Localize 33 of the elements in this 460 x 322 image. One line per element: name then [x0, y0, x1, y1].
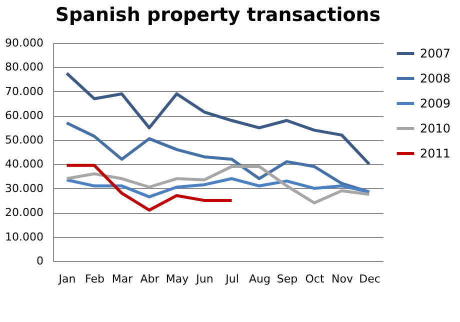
x-tick-label: Jul — [224, 272, 239, 286]
x-tick-label: Aug — [249, 272, 270, 286]
y-tick-label: 80.000 — [5, 60, 44, 74]
chart-title: Spanish property transactions — [55, 4, 381, 26]
line-series — [65, 177, 371, 198]
legend-label: 2009 — [420, 96, 451, 110]
legend-label: 2010 — [420, 122, 451, 136]
y-tick-label: 60.000 — [5, 109, 44, 122]
legend-label: 2007 — [420, 46, 451, 60]
line-series — [65, 165, 371, 204]
y-tick-label: 40.000 — [5, 158, 44, 171]
line-series — [65, 164, 234, 212]
y-tick-label: 90.000 — [5, 36, 44, 50]
x-tick-label: Jun — [195, 272, 214, 286]
legend-label: 2011 — [420, 146, 451, 160]
x-tick-label: Mar — [112, 272, 134, 286]
x-tick-label: Dec — [359, 272, 380, 286]
x-tick-label: May — [166, 272, 190, 286]
x-tick-label: Feb — [85, 272, 104, 286]
y-tick-label: 30.000 — [5, 182, 44, 195]
line-series — [65, 72, 371, 166]
y-tick-label: 0 — [36, 254, 44, 268]
y-tick-label: 50.000 — [5, 133, 44, 146]
y-tick-label: 20.000 — [5, 206, 44, 220]
x-tick-label: Nov — [332, 272, 354, 286]
x-tick-label: Oct — [305, 272, 325, 286]
line-series — [65, 121, 371, 194]
x-tick-label: Sep — [276, 272, 298, 286]
y-tick-label: 70.000 — [5, 84, 44, 98]
x-tick-label: Jan — [58, 272, 76, 286]
legend-label: 2008 — [420, 72, 451, 86]
x-tick-label: Abr — [140, 272, 160, 286]
y-tick-label: 10.000 — [5, 230, 44, 244]
